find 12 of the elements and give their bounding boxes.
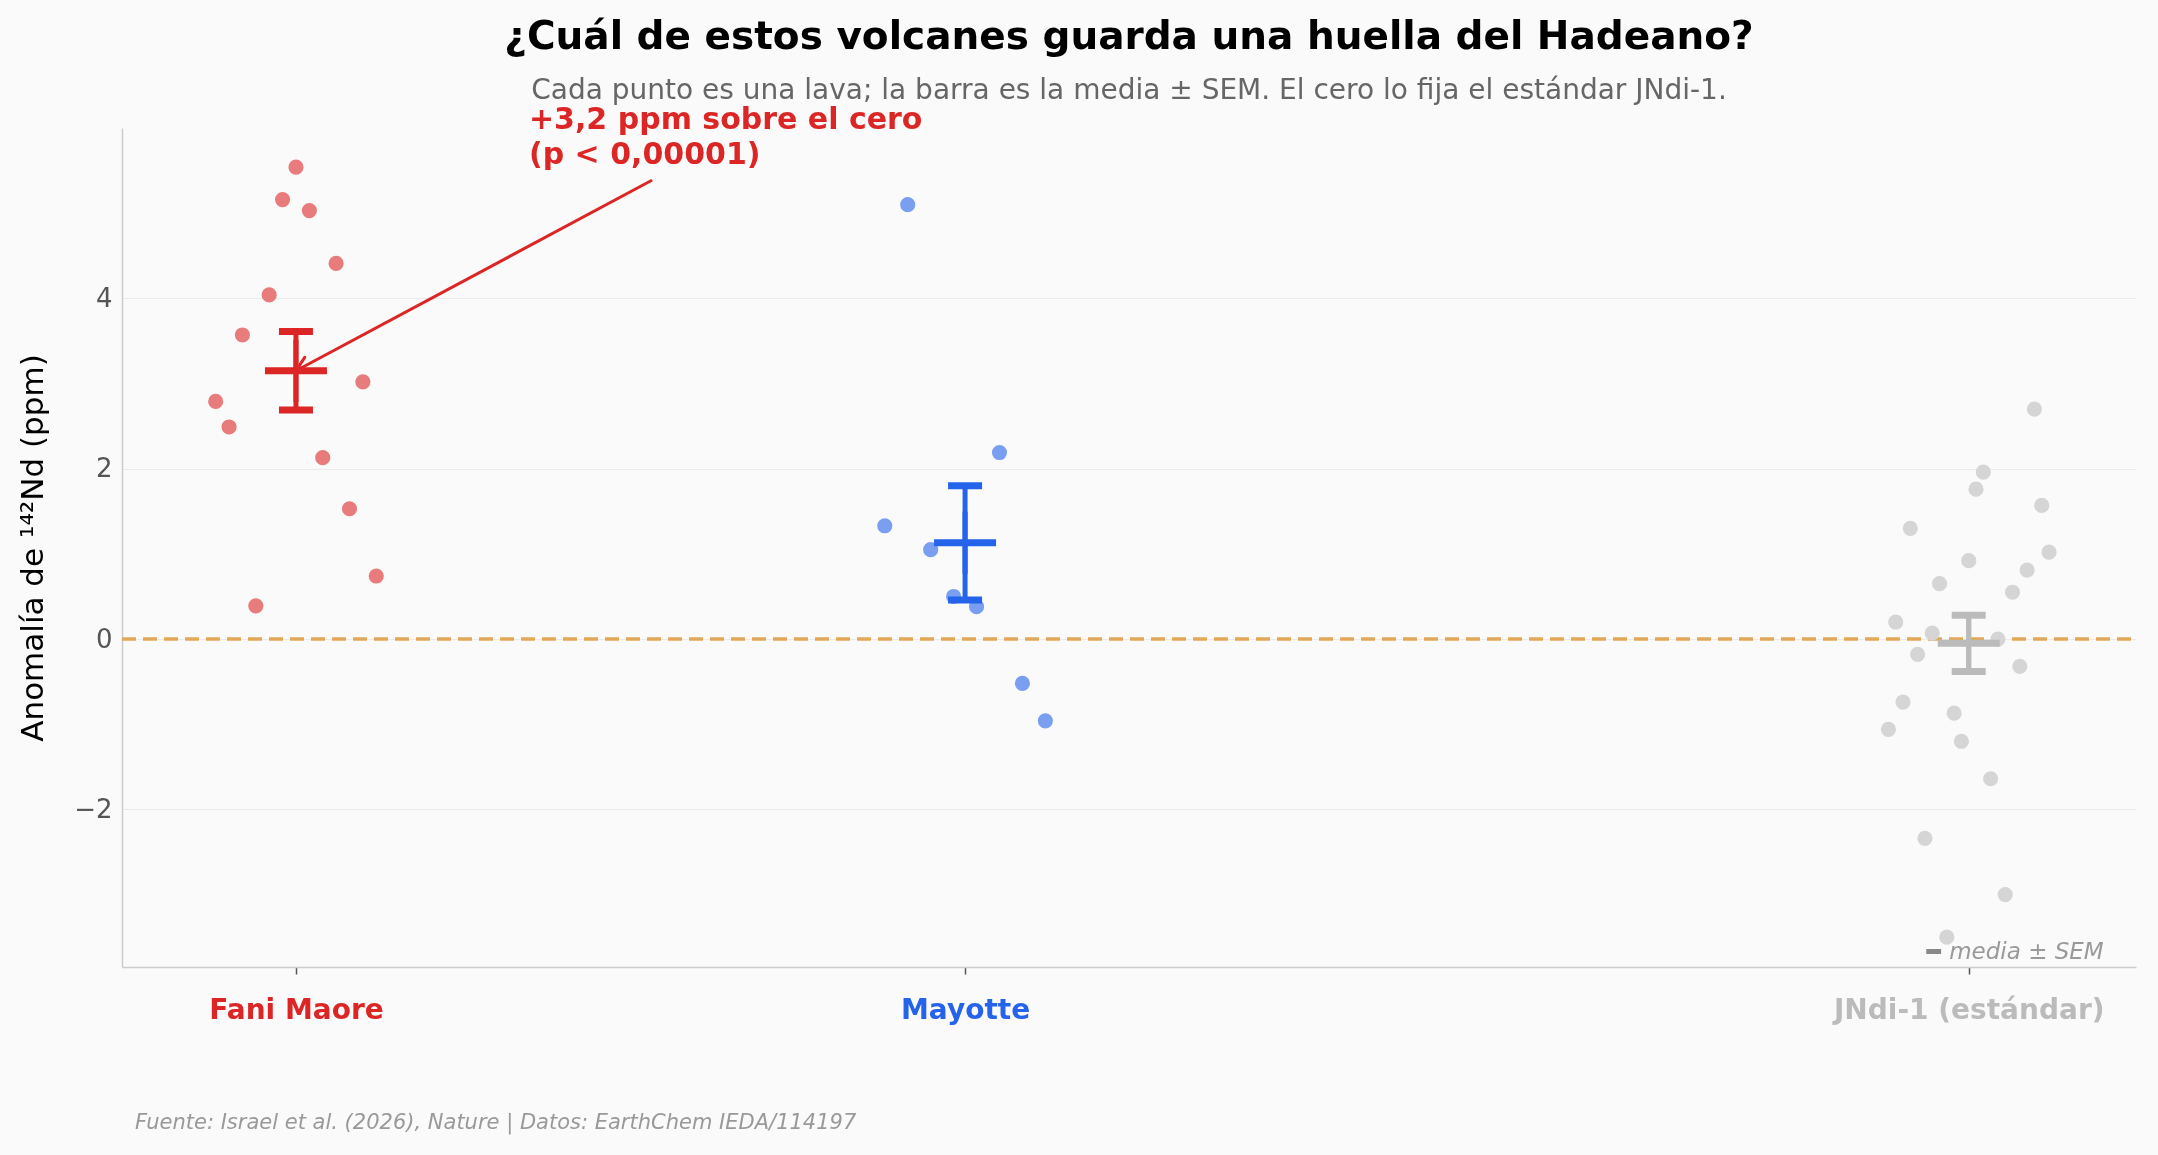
y-tick-label: 0	[95, 623, 113, 654]
y-tick-label: 2	[95, 453, 113, 484]
x-tick-label: Fani Maore	[209, 992, 384, 1026]
y-axis-title: Anomalía de ¹⁴²Nd (ppm)	[14, 354, 51, 742]
chart-subtitle: Cada punto es una lava; la barra es la media ± SEM. El cero lo fija el estándar JNdi-1.	[531, 72, 1727, 106]
chart-title: ¿Cuál de estos volcanes guarda una huella del Hadeano?	[504, 12, 1754, 58]
y-tick-label: −2	[74, 793, 113, 824]
x-tick-label: JNdi-1 (estándar)	[1831, 992, 2105, 1026]
text: media ± SEM	[1949, 937, 2104, 964]
x-tick-label: Mayotte	[900, 992, 1031, 1026]
source-note: Fuente: Israel et al. (2026), Nature | Datos: EarthChem IEDA/114197	[135, 1110, 857, 1135]
y-tick-label: 4	[95, 282, 113, 313]
